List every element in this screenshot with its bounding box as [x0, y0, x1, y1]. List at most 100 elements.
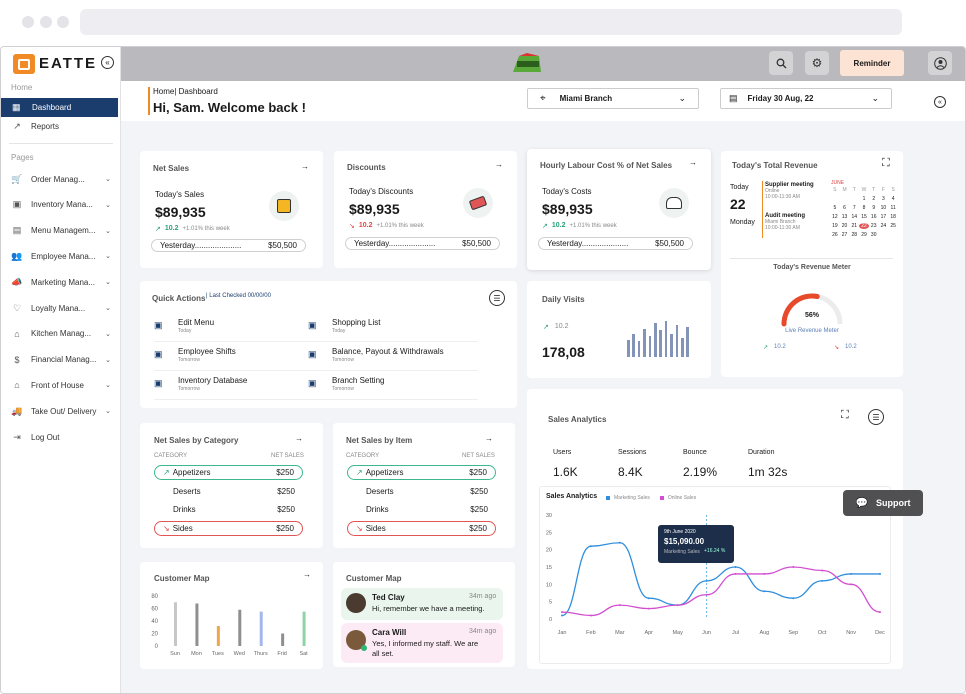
series-line — [561, 566, 881, 617]
arrow-right-icon[interactable]: → — [495, 160, 503, 169]
sidebar-item-1[interactable]: 🛒 Order Manag... ⌄ — [11, 174, 111, 184]
chevron-down-icon: ⌄ — [105, 305, 111, 312]
sidebar-item-3[interactable]: ▤ Menu Managem... ⌄ — [11, 225, 111, 236]
chart-title: Sales Analytics — [546, 493, 598, 500]
sidebar-item-9[interactable]: ⌂ Front of House ⌄ — [11, 380, 111, 390]
data-point — [618, 604, 621, 607]
category-row[interactable]: Drinks $250 — [366, 505, 488, 514]
x-tick: Thurs — [254, 651, 268, 657]
quick-action-item[interactable]: ▣ Edit Menu Today — [154, 316, 324, 342]
arrow-down-icon: ↘ — [163, 523, 170, 533]
card-sublabel: Today's Sales — [155, 190, 205, 199]
message-item[interactable]: Ted Clay 34m ago Hi, remember we have a … — [341, 588, 503, 620]
expand-icon[interactable]: ⛶ — [882, 157, 890, 169]
sidebar-item-11[interactable]: ⇥ Log Out — [11, 432, 111, 442]
settings-button[interactable]: ⚙ — [805, 51, 829, 75]
sidebar-item-5[interactable]: 📣 Marketing Mana... ⌄ — [11, 277, 111, 287]
daily-visits-card: Daily Visits ↗ 10.2 178,08 — [527, 281, 711, 378]
labour-cost-card: Hourly Labour Cost % of Net Sales → Toda… — [527, 149, 711, 270]
refresh-icon: ▣ — [308, 349, 317, 359]
calendar-day — [888, 232, 898, 238]
address-bar[interactable] — [80, 9, 902, 35]
card-title: Net Sales by Category — [154, 436, 239, 445]
stat-label: Duration — [748, 449, 775, 456]
sidebar-item-dashboard[interactable]: ▦ Dashboard — [1, 98, 118, 117]
category-row[interactable]: ↗ Appetizers $250 — [154, 465, 303, 480]
sidebar-item-label: Order Manag... — [31, 174, 85, 184]
y-tick: 20 — [151, 632, 158, 638]
bar — [281, 633, 285, 646]
collapse-sidebar-icon[interactable]: « — [101, 56, 114, 69]
app-window: EATTE « Home ▦ Dashboard ↗ Reports Pages… — [0, 46, 966, 694]
arrow-up-icon: ↗ — [155, 226, 161, 233]
quick-action-item[interactable]: ▣ Employee Shifts Tomorrow — [154, 345, 324, 371]
category-row[interactable]: ↗ Appetizers $250 — [347, 465, 496, 480]
category-row[interactable]: ↘ Sides $250 — [347, 520, 496, 536]
data-point — [589, 614, 592, 617]
quick-action-item[interactable]: ▣ Branch Setting Tomorrow — [308, 374, 478, 400]
sidebar-item-4[interactable]: 👥 Employee Mana... ⌄ — [11, 251, 111, 261]
message-item[interactable]: Cara Will 34m ago Yes, I informed my sta… — [341, 623, 503, 663]
calendar-day: 18 — [890, 214, 896, 220]
reminder-button[interactable]: Reminder — [840, 50, 904, 76]
event-item[interactable]: Supplier meeting Online 10:00-11:30 AM — [765, 182, 814, 200]
data-point — [561, 611, 563, 614]
calendar-day: 2 — [872, 196, 876, 202]
profile-button[interactable] — [928, 51, 952, 75]
card-delta: ↗ 10.2 +1.01% this week — [542, 222, 617, 230]
collapse-panel-icon[interactable]: « — [934, 96, 946, 108]
sidebar-item-10[interactable]: 🚚 Take Out/ Delivery ⌄ — [11, 406, 111, 416]
sidebar-item-label: Marketing Mana... — [31, 277, 96, 287]
sidebar-item-reports[interactable]: ↗ Reports — [11, 121, 59, 131]
sidebar-item-8[interactable]: $ Financial Manag... ⌄ — [11, 355, 111, 365]
arrow-right-icon[interactable]: → — [301, 162, 309, 171]
restaurant-logo — [509, 52, 545, 76]
arrow-right-icon[interactable]: → — [689, 158, 697, 167]
sidebar-item-label: Inventory Mana... — [31, 200, 93, 210]
sidebar-item-2[interactable]: ▣ Inventory Mana... ⌄ — [11, 199, 111, 210]
search-button[interactable] — [769, 51, 793, 75]
arrow-right-icon[interactable]: → — [295, 434, 303, 443]
location-pin-icon: ⌖ — [540, 93, 546, 104]
x-tick: Jul — [732, 630, 739, 636]
stat-value: 1.6K — [553, 465, 578, 479]
event-item[interactable]: Audit meeting Miami Branch 10:00-11:30 A… — [765, 213, 805, 231]
edit-icon: ▣ — [154, 320, 163, 330]
expand-icon[interactable]: ⛶ — [841, 409, 849, 421]
main-content: Home| Dashboard Hi, Sam. Welcome back ! … — [121, 81, 965, 693]
gauge-track — [781, 293, 843, 325]
category-row[interactable]: Deserts $250 — [366, 486, 488, 496]
calendar-day: 17 — [880, 214, 887, 220]
visits-delta: ↗ 10.2 — [543, 323, 569, 331]
branch-select[interactable]: ⌖ Miami Branch ⌄ — [527, 88, 699, 109]
section-home-label: Home — [11, 83, 33, 92]
sidebar-item-label: Menu Managem... — [31, 226, 96, 236]
list-menu-icon[interactable]: ☰ — [868, 409, 884, 425]
chart-line-icon: ↗ — [13, 120, 21, 131]
window-dot — [57, 16, 69, 28]
category-row[interactable]: Drinks $250 — [173, 505, 295, 514]
meter-title: Today's Revenue Meter — [773, 264, 851, 271]
x-tick: Feb — [586, 630, 595, 636]
quick-action-item[interactable]: ▣ Balance, Payout & Withdrawals Tomorrow — [308, 345, 478, 371]
list-menu-icon[interactable]: ☰ — [489, 290, 505, 306]
sidebar-item-7[interactable]: ⌂ Kitchen Manag... ⌄ — [11, 329, 111, 339]
support-button[interactable]: 💬 Support — [843, 490, 923, 516]
calendar-day — [840, 196, 850, 202]
y-tick: 0 — [155, 644, 159, 650]
sales-by-item-card: Net Sales by Item → CATEGORY NET SALES ↗… — [333, 423, 515, 548]
category-row[interactable]: Deserts $250 — [173, 486, 295, 496]
database-icon: ▣ — [154, 378, 163, 388]
sidebar-item-6[interactable]: ♡ Loyalty Mana... ⌄ — [11, 303, 111, 313]
arrow-right-icon[interactable]: → — [303, 570, 311, 579]
arrow-right-icon[interactable]: → — [485, 434, 493, 443]
x-tick: Aug — [759, 630, 769, 636]
quick-action-item[interactable]: ▣ Shopping List Today — [308, 316, 478, 342]
users-icon: ▣ — [154, 349, 163, 359]
sidebar-item-label: Log Out — [31, 432, 60, 442]
mini-calendar[interactable]: S M T W T F S 1 2 3 4 5 6 7 8 9 10 11 12 13 14 15 16 17 18 19 20 21… — [830, 187, 898, 238]
quick-action-item[interactable]: ▣ Inventory Database Tomorrow — [154, 374, 324, 400]
category-row[interactable]: ↘ Sides $250 — [154, 520, 303, 536]
data-point — [647, 607, 650, 610]
date-select[interactable]: ▤ Friday 30 Aug, 22 ⌄ — [720, 88, 892, 109]
